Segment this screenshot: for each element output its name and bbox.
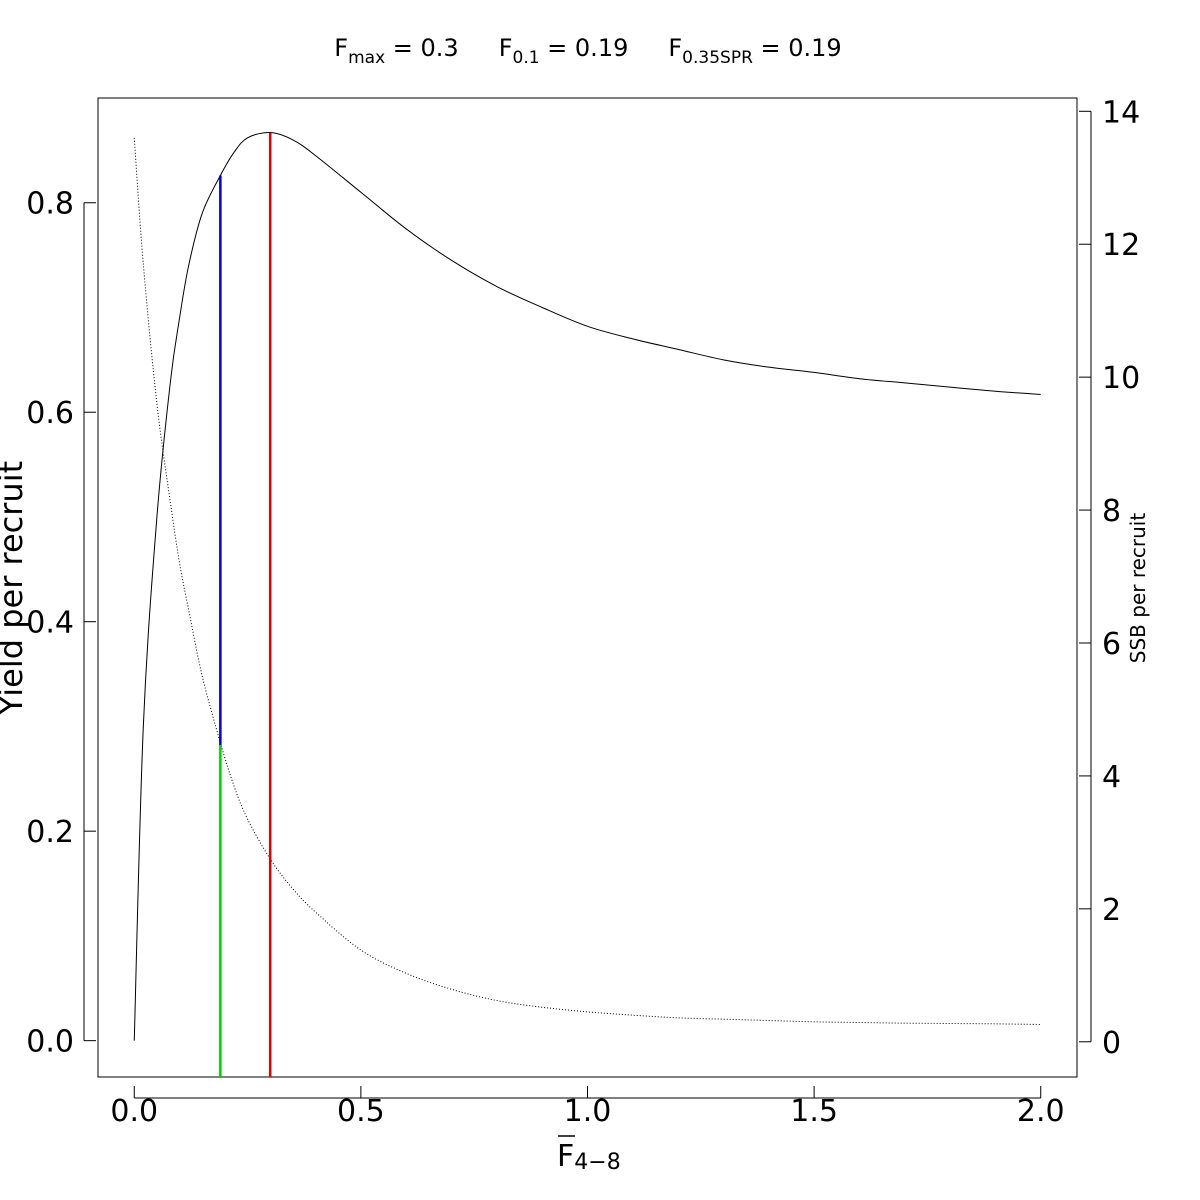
title-part-subscript: max [348, 48, 385, 68]
plot-frame [97, 97, 1078, 1078]
title-part-subscript: 0.35SPR [682, 48, 753, 68]
y-tick-label: 0.0 [26, 1025, 74, 1060]
y-tick-label: 0.8 [26, 187, 74, 222]
x-tick-label: 0.0 [110, 1094, 158, 1129]
y2-tick-label: 0 [1102, 1026, 1121, 1061]
y2-tick-label: 8 [1102, 494, 1121, 529]
ssb-per-recruit-line [133, 137, 1041, 1025]
y-tick-label: 0.6 [26, 396, 74, 431]
x-axis-title: F4−8 [557, 1135, 621, 1175]
chart-title: Fmax = 0.3 F0.1 = 0.19 F0.35SPR = 0.19 [334, 34, 841, 68]
x-axis-title-text: F4−8 [557, 1139, 621, 1175]
title-part-value: = 0.19 [753, 34, 842, 62]
y2-axis-title: SSB per recruit [1126, 513, 1150, 664]
y-tick-label: 0.2 [26, 815, 74, 850]
title-text: Fmax = 0.3 F0.1 = 0.19 F0.35SPR = 0.19 [334, 34, 841, 68]
reference-lines [219, 132, 272, 1077]
y2-tick-label: 4 [1102, 760, 1121, 795]
x-axis-title-subscript: 4−8 [574, 1150, 620, 1175]
title-part-base: F [499, 34, 513, 62]
x-tick-label: 0.5 [337, 1094, 385, 1129]
x-tick-label: 1.0 [564, 1094, 612, 1129]
series-group [133, 132, 1041, 1041]
y-axis-title: Yield per recruit [0, 461, 30, 716]
y2-tick-label: 6 [1102, 627, 1121, 662]
title-part-subscript: 0.1 [513, 48, 540, 68]
title-part-base: F [334, 34, 348, 62]
y2-tick-label: 14 [1102, 95, 1140, 130]
y-tick-label: 0.4 [26, 606, 74, 641]
y-axis-left: 0.0 0.2 0.4 0.6 0.8 [26, 187, 96, 1060]
yield-per-recruit-line [133, 132, 1041, 1041]
y2-tick-label: 10 [1102, 361, 1140, 396]
title-part-value: = 0.19 [540, 34, 629, 62]
title-part-base: F [668, 34, 682, 62]
y-axis-right: 0 2 4 6 8 10 12 14 [1079, 95, 1140, 1061]
x-tick-label: 1.5 [790, 1094, 838, 1129]
title-part-value: = 0.3 [385, 34, 459, 62]
y2-tick-label: 12 [1102, 228, 1140, 263]
x-axis-title-base: F [557, 1139, 574, 1174]
x-tick-label: 2.0 [1017, 1094, 1065, 1129]
y2-tick-label: 2 [1102, 893, 1121, 928]
x-axis: 0.0 0.5 1.0 1.5 2.0 [110, 1086, 1065, 1129]
